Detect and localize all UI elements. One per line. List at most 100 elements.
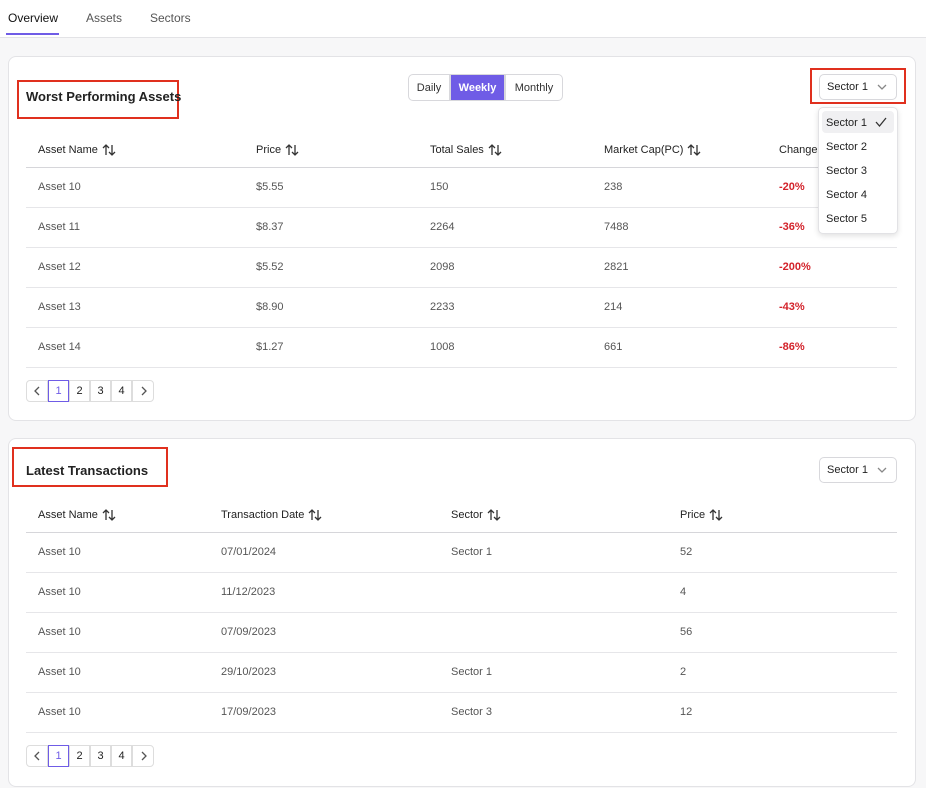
chevron-right — [141, 751, 147, 761]
cell: 07/09/2023 — [221, 626, 277, 638]
column-header[interactable]: Price — [256, 144, 282, 156]
cell: 29/10/2023 — [221, 666, 277, 678]
cell: -43% — [779, 301, 805, 313]
cell: Asset 13 — [38, 301, 81, 313]
highlight-box — [12, 447, 168, 487]
row-divider — [26, 572, 897, 573]
period-label[interactable]: Weekly — [458, 82, 497, 94]
cell: 12 — [680, 706, 693, 718]
column-header[interactable]: Price — [680, 509, 706, 521]
row-divider — [26, 732, 897, 733]
cell: -20% — [779, 181, 805, 193]
next-page[interactable] — [132, 380, 154, 402]
cell: Asset 10 — [38, 181, 81, 193]
sector-select-label[interactable]: Sector 1 — [827, 464, 868, 476]
page-number[interactable]: 2 — [76, 750, 83, 762]
prev-page[interactable] — [26, 745, 48, 767]
cell: Asset 11 — [38, 221, 80, 233]
period-button[interactable] — [450, 74, 505, 101]
page-number[interactable]: 1 — [55, 750, 62, 762]
worst-card — [8, 56, 916, 421]
period-label[interactable]: Monthly — [514, 82, 554, 94]
cell: Sector 1 — [451, 666, 492, 678]
cell: Asset 14 — [38, 341, 81, 353]
page-button[interactable] — [90, 745, 111, 767]
sort-icon — [102, 144, 116, 156]
cell: -36% — [779, 221, 805, 233]
cell: 4 — [680, 586, 687, 598]
tab[interactable]: Assets — [86, 11, 123, 25]
cell: 2 — [680, 666, 687, 678]
period-button[interactable] — [505, 74, 563, 101]
option-highlight — [822, 111, 894, 133]
sort-icon — [487, 509, 501, 521]
header-divider — [26, 167, 897, 168]
sector-option[interactable]: Sector 2 — [826, 141, 867, 153]
page-button[interactable] — [48, 380, 69, 402]
page-number[interactable]: 4 — [118, 385, 125, 397]
page-button[interactable] — [69, 745, 90, 767]
page-button[interactable] — [90, 380, 111, 402]
page-button[interactable] — [69, 380, 90, 402]
row-divider — [26, 652, 897, 653]
period-button[interactable] — [408, 74, 450, 101]
cell: Asset 10 — [38, 666, 81, 678]
cell: 17/09/2023 — [221, 706, 277, 718]
page-number[interactable]: 2 — [76, 385, 83, 397]
column-header[interactable]: Market Cap(PC) — [604, 144, 684, 156]
cell: 11/12/2023 — [221, 586, 276, 598]
page-button[interactable] — [111, 380, 132, 402]
chevron-left — [34, 386, 40, 396]
page-number[interactable]: 3 — [97, 750, 104, 762]
column-header[interactable]: Change — [779, 144, 818, 156]
page-number[interactable]: 4 — [118, 750, 125, 762]
sort-icon — [285, 144, 299, 156]
cell: Asset 10 — [38, 586, 81, 598]
next-page[interactable] — [132, 745, 154, 767]
cell: 1008 — [430, 341, 455, 353]
page-number[interactable]: 3 — [97, 385, 104, 397]
column-header[interactable]: Transaction Date — [221, 509, 305, 521]
cell: -200% — [779, 261, 811, 273]
tab[interactable]: Sectors — [150, 11, 191, 25]
cell: $8.37 — [256, 221, 284, 233]
cell: $8.90 — [256, 301, 284, 313]
column-header[interactable]: Sector — [451, 509, 483, 521]
row-divider — [26, 287, 897, 288]
column-header[interactable]: Total Sales — [430, 144, 484, 156]
period-label[interactable]: Daily — [416, 82, 442, 94]
tab[interactable]: Overview — [8, 11, 59, 25]
row-divider — [26, 692, 897, 693]
highlight-box — [810, 68, 906, 104]
card-title: Worst Performing Assets — [26, 89, 182, 104]
tab-bar — [0, 0, 926, 38]
sector-select-label[interactable]: Sector 1 — [827, 81, 868, 93]
chevron-left — [34, 751, 40, 761]
row-divider — [26, 207, 897, 208]
page-button[interactable] — [48, 745, 69, 767]
sector-option[interactable]: Sector 4 — [826, 189, 867, 201]
page-number[interactable]: 1 — [55, 385, 62, 397]
cell: Sector 1 — [451, 546, 492, 558]
cell: 214 — [604, 301, 623, 313]
cell: Sector 3 — [451, 706, 492, 718]
check-icon — [875, 117, 887, 128]
sector-option[interactable]: Sector 5 — [826, 213, 867, 225]
cell: 238 — [604, 181, 623, 193]
sector-option[interactable]: Sector 1 — [826, 117, 867, 129]
sector-option[interactable]: Sector 3 — [826, 165, 867, 177]
cell: 661 — [604, 341, 623, 353]
highlight-box — [17, 80, 179, 119]
prev-page[interactable] — [26, 380, 48, 402]
column-header[interactable]: Asset Name — [38, 509, 98, 521]
cell: 7488 — [604, 221, 629, 233]
tab-underline — [6, 33, 59, 35]
column-header[interactable]: Asset Name — [38, 144, 98, 156]
sort-icon — [709, 509, 723, 521]
page-button[interactable] — [111, 745, 132, 767]
cell: 150 — [430, 181, 449, 193]
row-divider — [26, 612, 897, 613]
cell: $1.27 — [256, 341, 284, 353]
cell: 2821 — [604, 261, 629, 273]
